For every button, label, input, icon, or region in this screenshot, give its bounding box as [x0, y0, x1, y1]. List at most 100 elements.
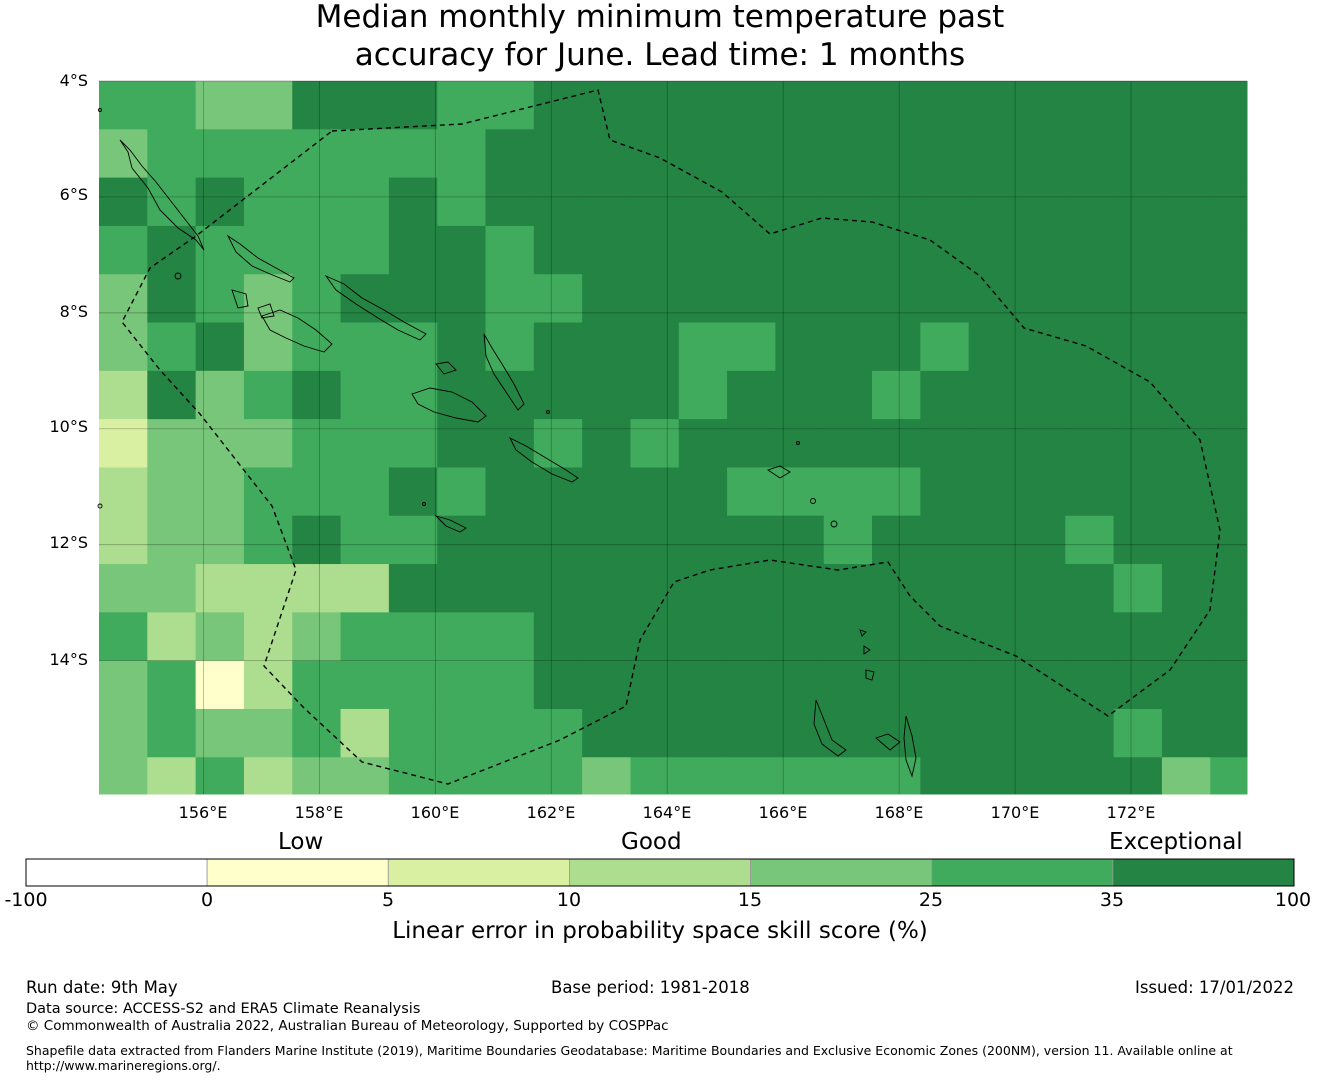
- skill-cell: [1016, 177, 1066, 227]
- skill-cell: [485, 129, 535, 179]
- skill-cell: [823, 322, 873, 372]
- skill-cell: [195, 129, 245, 179]
- skill-cell: [1065, 225, 1115, 275]
- skill-cell: [678, 515, 728, 565]
- skill-cell: [582, 757, 631, 795]
- skill-cell: [1210, 708, 1248, 758]
- skill-cell: [678, 274, 728, 324]
- colorbar-tick: 0: [200, 889, 214, 911]
- skill-cell: [582, 177, 631, 227]
- skill-cell: [147, 708, 197, 758]
- issued-date: Issued: 17/01/2022: [1134, 978, 1294, 997]
- skill-cell: [485, 274, 535, 324]
- island-rennell: [434, 515, 467, 533]
- island-bougainville: [119, 139, 205, 251]
- skill-cell: [775, 81, 825, 130]
- lat-label-4s: 4°S: [59, 71, 88, 90]
- skill-cell: [388, 81, 438, 130]
- skill-cell: [1016, 564, 1066, 613]
- skill-cell: [582, 274, 631, 324]
- skill-cell: [533, 660, 583, 710]
- skill-cell: [582, 564, 631, 613]
- skill-cell: [485, 177, 535, 227]
- skill-cell: [195, 177, 245, 227]
- skill-cell: [1065, 515, 1115, 565]
- skill-cell: [533, 370, 583, 420]
- skill-cell: [340, 370, 390, 420]
- skill-cell: [292, 467, 342, 517]
- skill-cell: [437, 177, 487, 227]
- chart-title: Median monthly minimum temperature past …: [0, 0, 1320, 74]
- skill-cell: [388, 274, 438, 324]
- skill-cell: [437, 660, 487, 710]
- skill-cell: [243, 322, 293, 372]
- skill-cell: [195, 322, 245, 372]
- skill-cell: [292, 81, 342, 130]
- skill-cell: [388, 708, 438, 758]
- lon-label-172e: 172°E: [1106, 803, 1156, 822]
- skill-cell: [630, 757, 680, 795]
- skill-cell: [872, 274, 921, 324]
- skill-cell: [243, 419, 293, 468]
- island-ambae: [865, 669, 875, 681]
- skill-cell: [727, 612, 776, 662]
- skill-cell: [1161, 129, 1211, 179]
- skill-cell: [243, 467, 293, 517]
- skill-cell: [968, 274, 1018, 324]
- skill-cell: [775, 177, 825, 227]
- skill-cell: [920, 708, 970, 758]
- skill-cell: [1161, 81, 1211, 130]
- skill-cell: [485, 708, 535, 758]
- skill-cell: [1210, 757, 1248, 795]
- skill-cell: [1113, 225, 1163, 275]
- skill-cell: [147, 419, 197, 468]
- colorbar-segment: [569, 858, 751, 887]
- skill-cell: [823, 708, 873, 758]
- skill-cell: [630, 419, 680, 468]
- skill-cell: [292, 757, 342, 795]
- skill-cell: [968, 708, 1018, 758]
- skill-cell: [437, 274, 487, 324]
- colorbar-tick: 10: [556, 889, 582, 911]
- run-date: Run date: 9th May: [26, 978, 178, 997]
- colorbar-segment: [1112, 858, 1295, 887]
- skill-cell: [1113, 564, 1163, 613]
- skill-cell: [775, 129, 825, 179]
- skill-cell: [872, 708, 921, 758]
- skill-cell: [388, 612, 438, 662]
- skill-cell: [147, 660, 197, 710]
- lon-label-158e: 158°E: [294, 803, 344, 822]
- skill-cell: [195, 81, 245, 130]
- skill-cell: [678, 370, 728, 420]
- skill-cell: [99, 322, 148, 372]
- skill-cell: [485, 612, 535, 662]
- skill-cell: [1210, 370, 1248, 420]
- skill-cell: [630, 322, 680, 372]
- skill-cell: [582, 81, 631, 130]
- skill-cell: [968, 419, 1018, 468]
- skill-cell: [1161, 370, 1211, 420]
- skill-cell: [1016, 660, 1066, 710]
- island-malaita: [483, 333, 525, 411]
- skill-cell: [243, 564, 293, 613]
- skill-cell: [678, 660, 728, 710]
- skill-cell: [243, 370, 293, 420]
- skill-cell: [920, 660, 970, 710]
- lat-label-12s: 12°S: [49, 533, 88, 552]
- skill-cell: [485, 564, 535, 613]
- skill-cell: [292, 370, 342, 420]
- skill-cell: [292, 322, 342, 372]
- skill-cell: [533, 129, 583, 179]
- skill-cell: [678, 467, 728, 517]
- skill-cell: [727, 708, 776, 758]
- skill-cell: [582, 129, 631, 179]
- skill-cell: [1113, 708, 1163, 758]
- skill-cell: [1161, 757, 1211, 795]
- chart-title-line-1: Median monthly minimum temperature past: [315, 0, 1005, 35]
- skill-cell: [147, 467, 197, 517]
- skill-cell: [243, 81, 293, 130]
- skill-cell: [533, 757, 583, 795]
- skill-cell: [775, 370, 825, 420]
- skill-cell: [1065, 660, 1115, 710]
- skill-cell: [147, 515, 197, 565]
